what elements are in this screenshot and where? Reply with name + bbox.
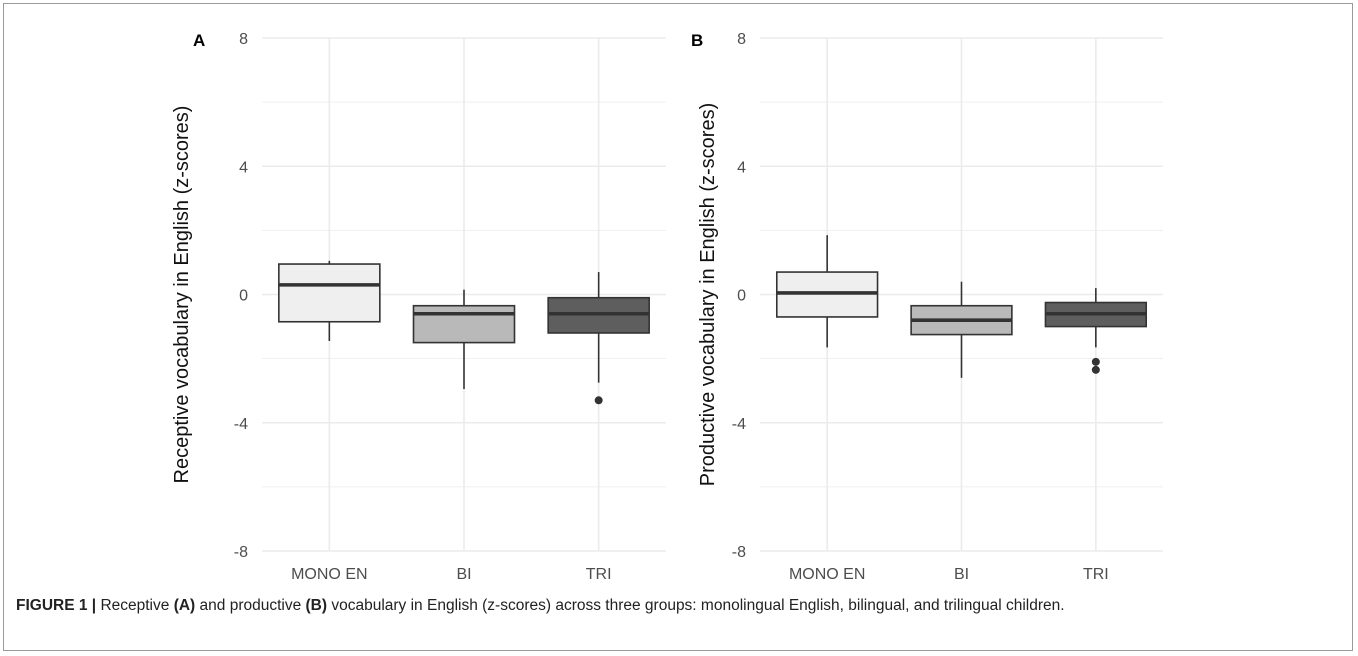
y-tick-label: 4 xyxy=(239,159,248,176)
x-tick-label: TRI xyxy=(1083,566,1109,583)
y-axis-label: Productive vocabulary in English (z-scor… xyxy=(697,103,719,487)
y-tick-label: 4 xyxy=(737,159,746,176)
panel-b: -8 -4 0 4 8 MONO EN BI TRI Productive vocabulary… xyxy=(691,31,1163,583)
caption-text: Receptive (A) and productive (B) vocabul… xyxy=(96,597,1064,614)
y-tick-label: 0 xyxy=(737,288,746,305)
x-tick-label: BI xyxy=(954,566,969,583)
x-tick-label: MONO EN xyxy=(291,566,367,583)
caption-part: and productive xyxy=(195,597,306,614)
y-tick-label: -4 xyxy=(732,416,746,433)
outlier-point xyxy=(1091,365,1100,374)
y-tick-label: 8 xyxy=(239,31,248,48)
caption-part: Receptive xyxy=(96,597,174,614)
y-tick-label: -8 xyxy=(732,544,746,561)
y-tick-label: 8 xyxy=(737,31,746,48)
box-bi xyxy=(412,289,516,390)
x-tick-label: BI xyxy=(456,566,471,583)
box-iqr xyxy=(278,263,381,323)
figure-caption: FIGURE 1 | Receptive (A) and productive … xyxy=(16,596,1336,616)
box-bi xyxy=(910,281,1013,378)
panel-label: A xyxy=(193,31,205,50)
x-tick-label: TRI xyxy=(586,566,612,583)
y-axis-label: Receptive vocabulary in English (z-score… xyxy=(171,106,193,484)
caption-part: vocabulary in English (z-scores) across … xyxy=(327,597,1065,614)
box-tri xyxy=(547,272,650,405)
x-tick-label: MONO EN xyxy=(789,566,865,583)
outlier-point xyxy=(594,396,603,405)
y-tick-label: -4 xyxy=(234,416,248,433)
box-mono-en xyxy=(278,260,381,341)
panel-label: B xyxy=(691,31,703,50)
caption-part: (A) xyxy=(173,597,196,614)
panel-a: -8 -4 0 4 8 MONO EN BI TRI Receptive vocabulary … xyxy=(171,31,666,583)
outlier-point xyxy=(1091,357,1100,366)
caption-part: (B) xyxy=(305,597,328,614)
box-iqr xyxy=(412,304,516,344)
box-mono-en xyxy=(775,235,879,348)
y-tick-label: -8 xyxy=(234,544,248,561)
y-tick-label: 0 xyxy=(239,288,248,305)
box-tri xyxy=(1044,288,1148,374)
caption-label: FIGURE 1 | xyxy=(16,597,97,614)
